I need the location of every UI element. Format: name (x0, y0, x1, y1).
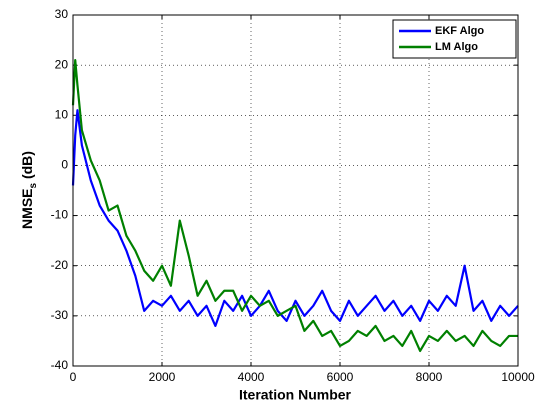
y-tick-label: -10 (51, 208, 69, 222)
x-tick-label: 2000 (149, 370, 176, 384)
plot-frame (72, 14, 519, 367)
y-tick-label: -40 (51, 358, 69, 372)
y-label-rest: (dB) (19, 151, 35, 183)
y-label-main: NMSE (19, 189, 35, 229)
y-tick-label: 30 (55, 7, 69, 21)
y-tick-label: -20 (51, 258, 69, 272)
y-axis-label: NMSEs (dB) (19, 151, 39, 229)
y-tick-label: -30 (51, 308, 69, 322)
y-tick-label: 0 (61, 158, 68, 172)
y-tick-label: 10 (55, 107, 69, 121)
x-axis-label: Iteration Number (239, 387, 352, 403)
legend-label: LM Algo (435, 41, 478, 53)
x-tick-label: 6000 (327, 370, 354, 384)
y-label-sub: s (28, 183, 39, 189)
x-tick-label: 10000 (501, 370, 535, 384)
x-tick-label: 8000 (416, 370, 443, 384)
x-tick-label: 0 (70, 370, 77, 384)
legend-box (392, 19, 517, 59)
legend-label: EKF Algo (435, 25, 484, 37)
data-line (71, 109, 519, 327)
y-tick-label: 20 (55, 57, 69, 71)
data-line (71, 59, 518, 353)
x-tick-label: 4000 (238, 370, 265, 384)
